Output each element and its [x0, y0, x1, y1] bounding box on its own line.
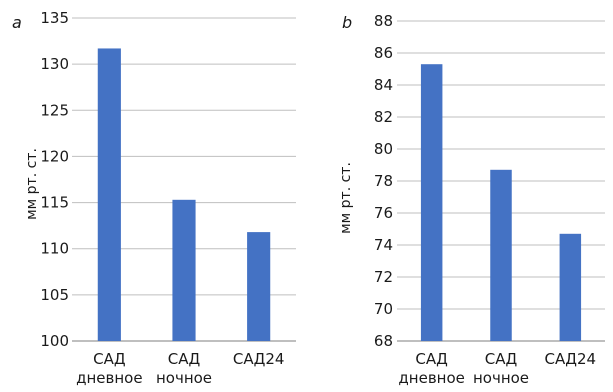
y-tick-label: 115 [40, 194, 69, 212]
y-tick-label: 105 [40, 286, 69, 304]
x-tick-label: САД ночное [156, 350, 212, 387]
bar-b-2 [490, 169, 512, 341]
y-tick-label: 135 [40, 9, 69, 27]
y-tick-label: 86 [374, 44, 393, 62]
y-tick-label: 110 [40, 240, 69, 258]
bar-a-2 [172, 199, 196, 341]
y-tick-label: 76 [374, 204, 393, 222]
panel-label-a: a [12, 13, 22, 32]
chart-panel-a: a мм рт. ст. 100 105 110 115 120 125 130 135 САД… [12, 9, 296, 387]
chart-panel-b: b мм рт. ст. 68 70 72 74 76 78 80 82 84 86 88 САД дн… [338, 12, 605, 387]
x-tick-label: САД24 [233, 350, 285, 368]
y-tick-label: 82 [374, 108, 393, 126]
bar-a-1 [97, 48, 121, 341]
bar-a-3 [247, 232, 271, 341]
x-tick-label: САД24 [545, 350, 597, 368]
y-tick-label: 120 [40, 147, 69, 165]
y-tick-label: 130 [40, 55, 69, 73]
y-tick-label: 84 [374, 76, 393, 94]
x-tick-label: САД дневное [76, 350, 142, 387]
y-axis-title-b: мм рт. ст. [338, 162, 354, 234]
bar-b-3 [559, 233, 582, 341]
y-tick-label: 72 [374, 268, 393, 286]
panel-label-b: b [342, 13, 352, 32]
bar-b-1 [420, 64, 443, 341]
y-tick-label: 74 [374, 236, 393, 254]
y-tick-label: 68 [374, 332, 393, 350]
y-tick-label: 125 [40, 101, 69, 119]
y-tick-label: 80 [374, 140, 393, 158]
x-tick-label: САД ночное [473, 350, 529, 387]
y-tick-label: 88 [374, 12, 393, 30]
y-tick-label: 78 [374, 172, 393, 190]
y-tick-label: 100 [40, 332, 69, 350]
y-axis-title-a: мм рт. ст. [24, 148, 40, 220]
y-tick-label: 70 [374, 300, 393, 318]
x-tick-label: САД дневное [398, 350, 464, 387]
